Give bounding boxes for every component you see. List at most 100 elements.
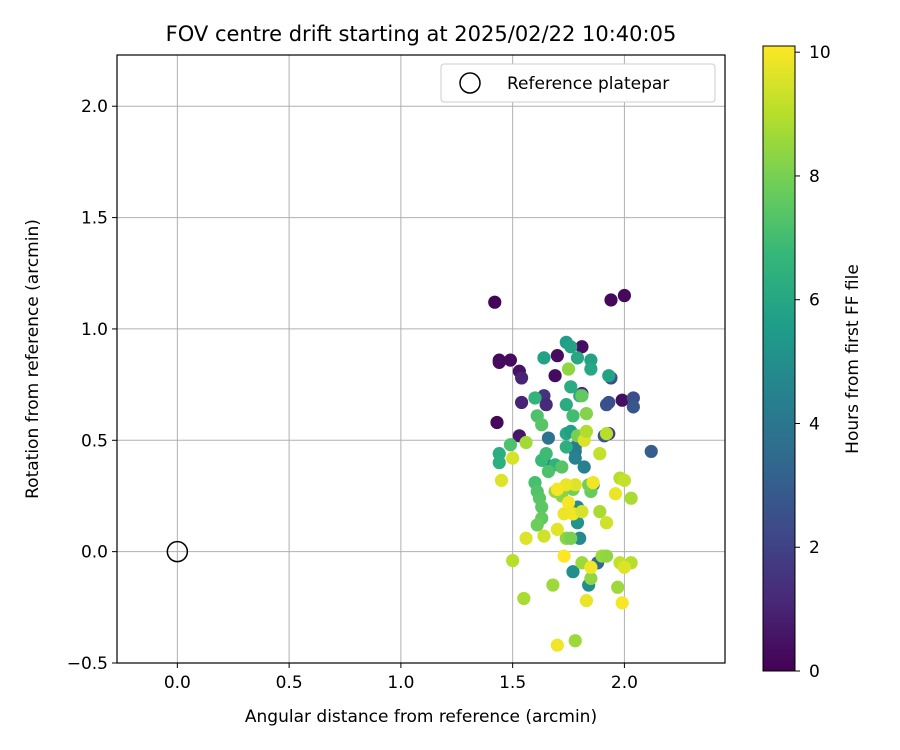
y-tick-label: 2.0 bbox=[81, 97, 108, 117]
scatter-point bbox=[644, 444, 658, 459]
scatter-points bbox=[488, 288, 658, 652]
scatter-point bbox=[550, 482, 564, 496]
scatter-point bbox=[575, 389, 589, 403]
scatter-point bbox=[503, 438, 518, 452]
scatter-point bbox=[566, 409, 580, 423]
scatter-point bbox=[517, 591, 531, 606]
x-tick-label: 0.5 bbox=[276, 673, 303, 693]
scatter-point bbox=[490, 415, 504, 430]
legend-marker bbox=[459, 72, 481, 94]
scatter-point bbox=[537, 529, 551, 543]
scatter-point bbox=[519, 531, 533, 545]
colorbar-label: Hours from first FF file bbox=[843, 264, 863, 454]
scatter-point bbox=[537, 351, 551, 365]
scatter-point bbox=[593, 447, 607, 461]
y-axis-label: Rotation from reference (arcmin) bbox=[23, 219, 43, 499]
scatter-point bbox=[559, 398, 573, 412]
scatter-point bbox=[546, 578, 560, 592]
colorbar-tick-label: 10 bbox=[809, 43, 831, 63]
scatter-point bbox=[492, 455, 506, 470]
scatter-point bbox=[514, 395, 529, 410]
scatter-point bbox=[604, 293, 618, 307]
legend-label: Reference platepar bbox=[507, 74, 669, 94]
scatter-point bbox=[494, 473, 509, 487]
x-tick-label: 0.0 bbox=[164, 673, 191, 693]
scatter-point bbox=[535, 500, 549, 514]
scatter-point bbox=[584, 362, 598, 376]
scatter-point bbox=[602, 395, 616, 410]
scatter-point bbox=[593, 504, 607, 519]
scatter-point bbox=[568, 634, 582, 648]
scatter-point bbox=[530, 518, 544, 532]
scatter-point bbox=[579, 424, 594, 438]
scatter-point bbox=[539, 447, 553, 461]
scatter-point bbox=[564, 380, 578, 394]
scatter-point bbox=[561, 496, 576, 510]
scatter-point bbox=[608, 487, 623, 501]
scatter-point bbox=[557, 549, 571, 563]
x-axis-label: Angular distance from reference (arcmin) bbox=[245, 707, 597, 727]
scatter-point bbox=[599, 427, 614, 441]
scatter-point bbox=[514, 371, 529, 385]
scatter-point bbox=[535, 418, 549, 432]
colorbar-tick-label: 2 bbox=[809, 538, 820, 558]
scatter-point bbox=[617, 473, 632, 487]
y-tick-label: 1.5 bbox=[81, 209, 108, 229]
y-tick-label: 1.0 bbox=[81, 320, 108, 340]
scatter-point bbox=[584, 571, 598, 585]
scatter-point bbox=[564, 531, 578, 545]
scatter-point bbox=[617, 288, 632, 303]
scatter-point bbox=[550, 349, 564, 363]
scatter-point bbox=[575, 504, 589, 519]
scatter-point bbox=[611, 580, 625, 594]
scatter-point bbox=[559, 440, 573, 454]
colorbar-tick-label: 0 bbox=[809, 662, 820, 682]
scatter-point bbox=[602, 369, 616, 383]
scatter-point bbox=[615, 393, 629, 407]
reference-platepar-marker bbox=[166, 540, 189, 563]
x-tick-label: 1.0 bbox=[387, 673, 414, 693]
scatter-point bbox=[548, 369, 562, 383]
scatter-point bbox=[568, 451, 582, 465]
scatter-point bbox=[615, 596, 629, 610]
scatter-point bbox=[624, 491, 638, 505]
y-tick-label: 0.5 bbox=[81, 431, 108, 451]
scatter-point bbox=[579, 406, 594, 421]
scatter-point bbox=[539, 398, 553, 412]
y-tick-label: 0.0 bbox=[81, 543, 108, 563]
scatter-point bbox=[555, 460, 569, 474]
scatter-point bbox=[503, 353, 518, 367]
x-tick-label: 1.5 bbox=[499, 673, 526, 693]
scatter-point bbox=[617, 560, 632, 574]
legend-box bbox=[440, 63, 716, 103]
scatter-point bbox=[561, 362, 576, 376]
scatter-point bbox=[506, 451, 520, 465]
colorbar: 0 2 4 6 8 10 Hours from first FF file bbox=[762, 43, 863, 682]
y-axis-ticks: −0.5 0.0 0.5 1.0 1.5 2.0 bbox=[67, 97, 117, 674]
colorbar-tick-label: 4 bbox=[809, 414, 820, 434]
colorbar-ticks: 0 2 4 6 8 10 bbox=[795, 43, 831, 682]
scatter-point bbox=[599, 516, 614, 530]
scatter-point bbox=[506, 553, 520, 568]
scatter-point bbox=[570, 351, 585, 365]
chart-title: FOV centre drift starting at 2025/02/22 … bbox=[166, 22, 677, 46]
scatter-point bbox=[584, 560, 598, 574]
scatter-point bbox=[550, 522, 564, 536]
legend: Reference platepar bbox=[440, 63, 716, 103]
scatter-point bbox=[575, 340, 589, 354]
scatter-point bbox=[626, 400, 640, 414]
scatter-point bbox=[528, 391, 542, 405]
colorbar-gradient bbox=[762, 45, 796, 672]
scatter-point bbox=[488, 295, 502, 309]
scatter-point bbox=[519, 435, 533, 450]
scatter-point bbox=[566, 565, 580, 579]
scatter-point bbox=[579, 594, 594, 608]
scatter-point bbox=[577, 460, 591, 474]
y-tick-label: −0.5 bbox=[67, 654, 108, 674]
plot-area bbox=[117, 55, 725, 663]
x-axis-ticks: 0.0 0.5 1.0 1.5 2.0 bbox=[164, 663, 638, 693]
colorbar-tick-label: 6 bbox=[809, 291, 820, 311]
scatter-point bbox=[541, 431, 556, 445]
scatter-point bbox=[550, 638, 564, 652]
